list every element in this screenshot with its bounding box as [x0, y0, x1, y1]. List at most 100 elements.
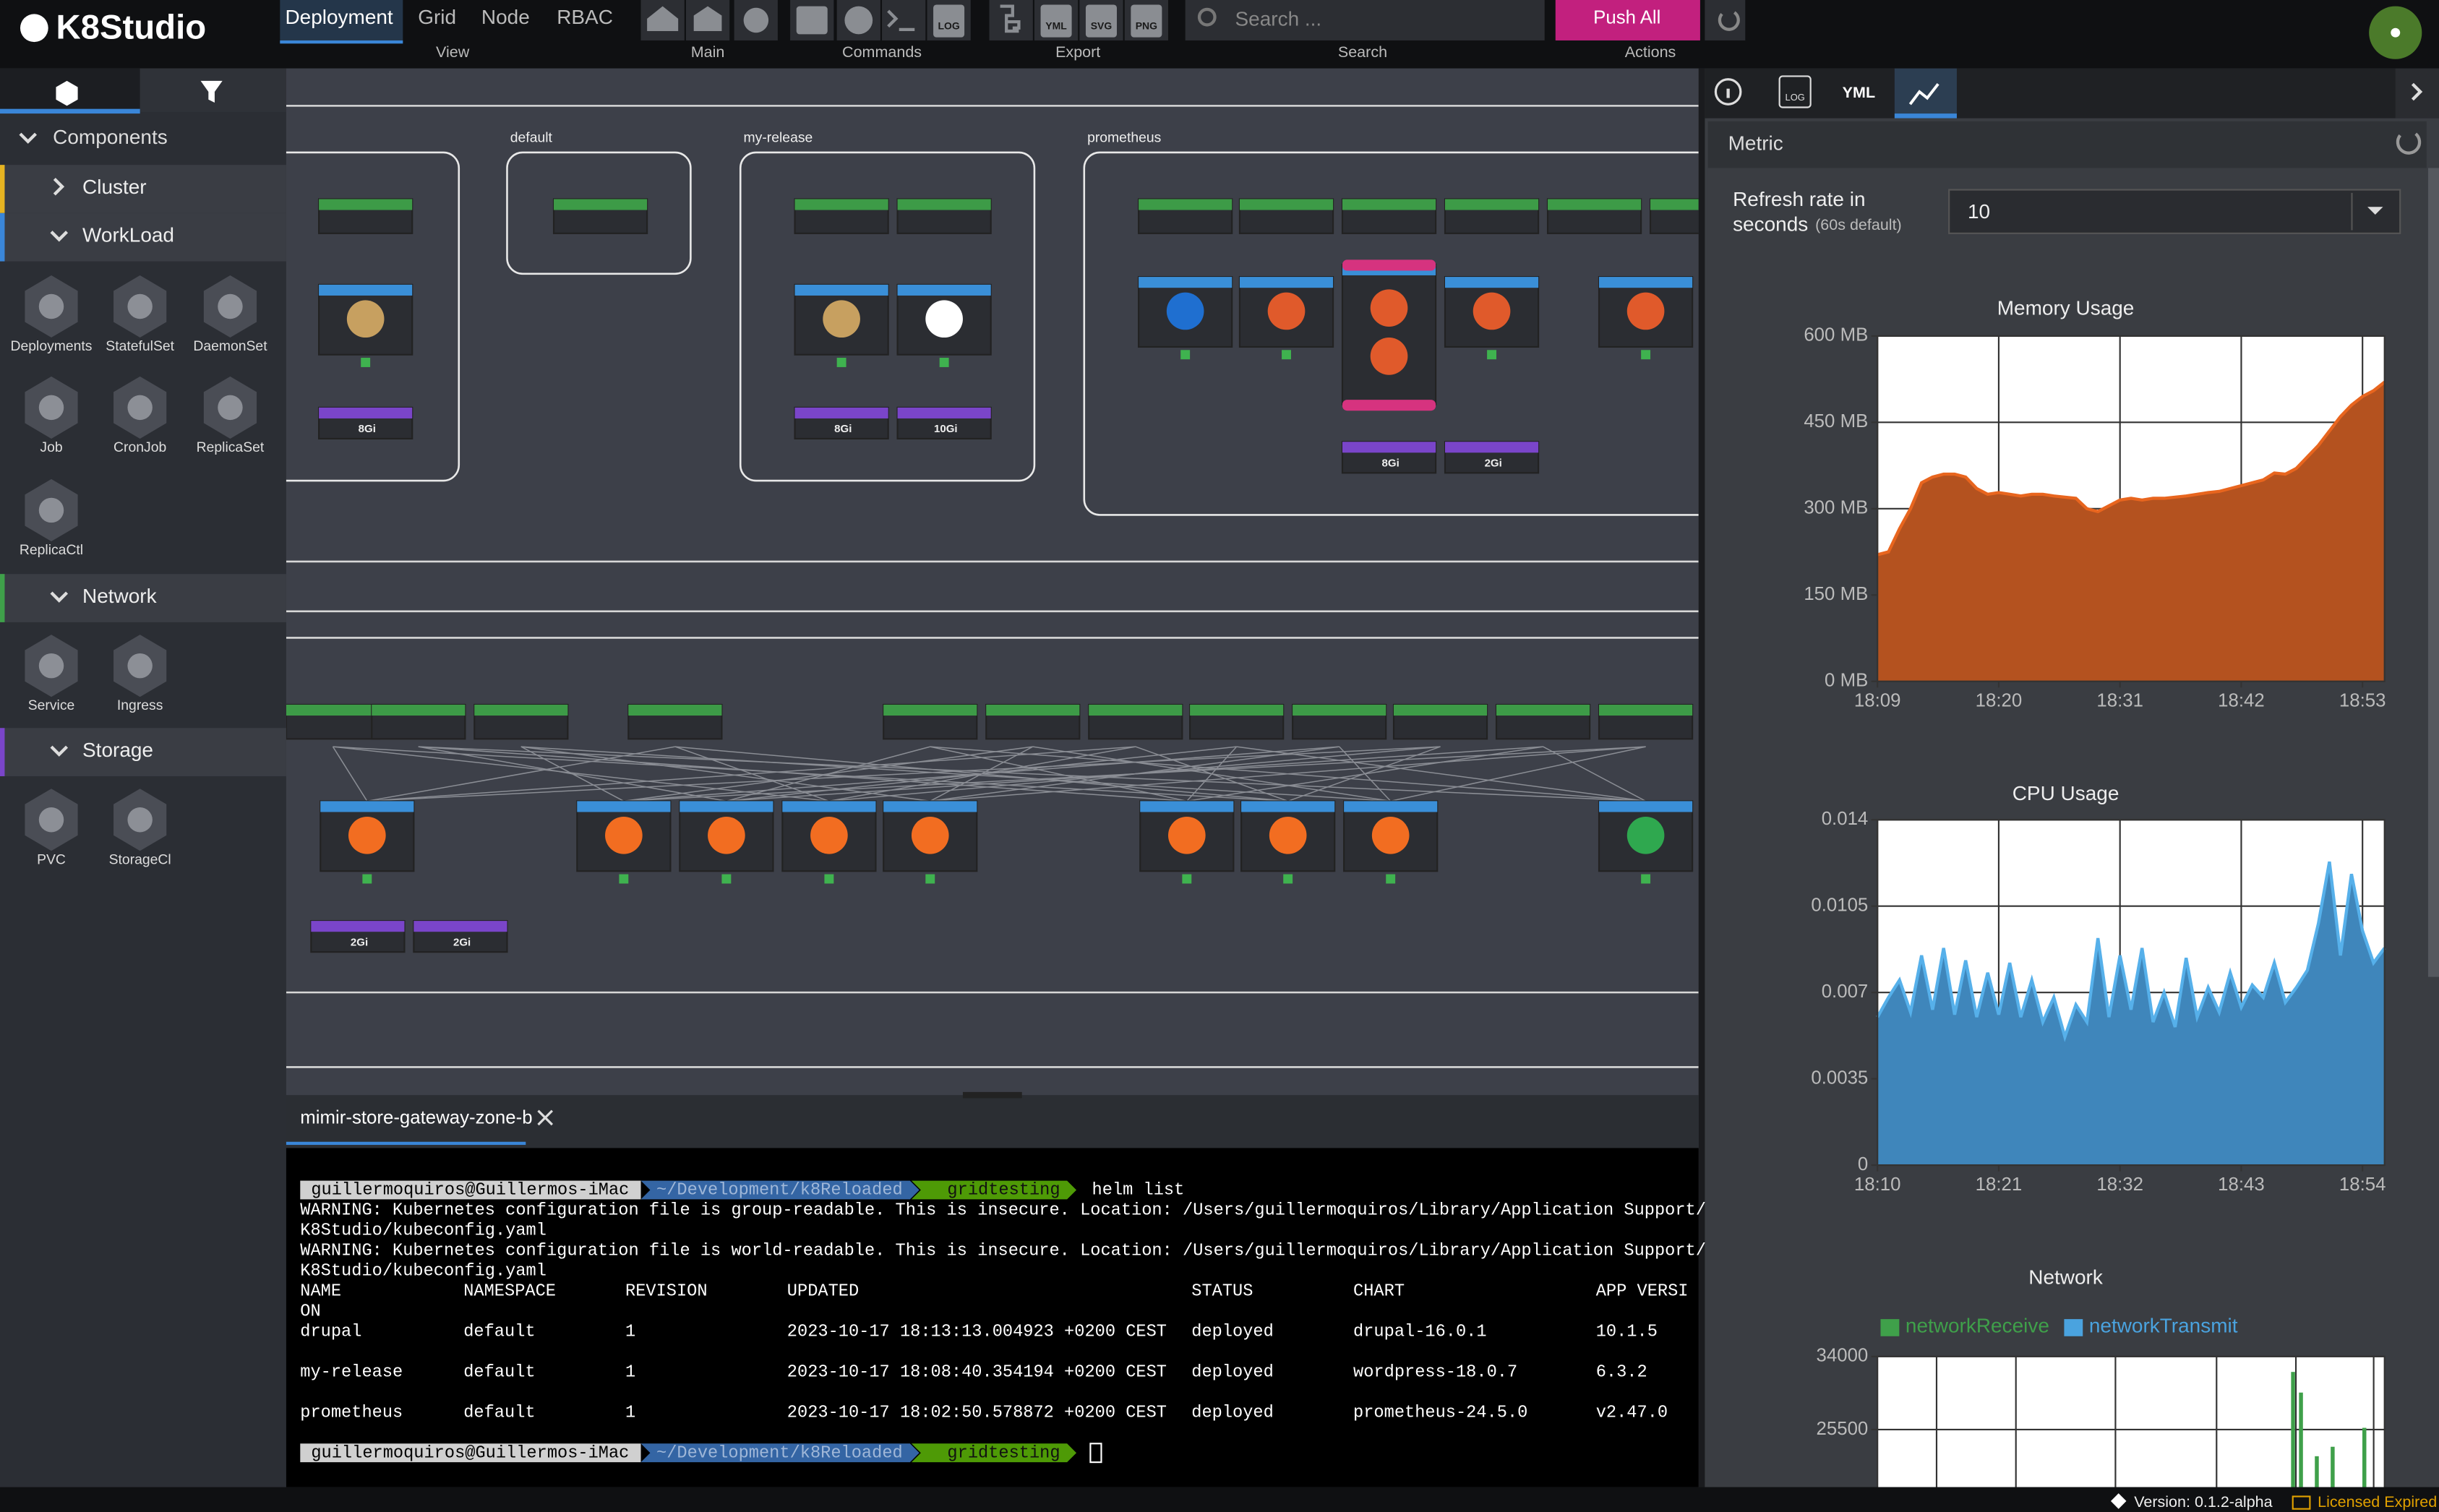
y-tick-label: 0.014	[1822, 809, 1869, 829]
pod-icon	[911, 816, 949, 854]
pod-status	[721, 874, 732, 884]
chevron	[50, 745, 69, 757]
license: Licensed Expired	[2318, 1493, 2437, 1511]
table-cell: drupal	[300, 1323, 361, 1342]
diagram-canvas	[286, 68, 1699, 1096]
x-tick-label: 18:21	[1976, 1174, 2023, 1195]
view-tab[interactable]: Node	[481, 6, 530, 28]
terminal-tabbar	[286, 1095, 1699, 1148]
column-header: NAMESPACE	[463, 1282, 556, 1302]
x-tick-label: 18:42	[2218, 690, 2265, 710]
prompt-path: ~/Development/k8Reloaded	[656, 1181, 903, 1200]
resize-handle[interactable]	[962, 1091, 1022, 1099]
component-glyph	[127, 395, 153, 421]
node-card[interactable]	[1139, 800, 1235, 872]
push-label: Push All	[1593, 8, 1660, 28]
view-tab[interactable]: Grid	[418, 6, 456, 28]
view-tab[interactable]: RBAC	[557, 6, 613, 28]
y-tick-label: 0.007	[1822, 981, 1869, 1002]
pod-icon	[1626, 292, 1665, 330]
pod-icon	[346, 300, 385, 338]
view-tab[interactable]: Deployment	[285, 6, 393, 28]
prompt-branch: gridtesting	[947, 1443, 1060, 1463]
plot-border	[1877, 1355, 2386, 1487]
component-label: StorageCl	[109, 851, 171, 867]
tab-active[interactable]	[280, 0, 403, 44]
push-button[interactable]	[1555, 0, 1700, 40]
column-header: APP VERSI	[1596, 1282, 1689, 1302]
yml-tab[interactable]: YML	[1843, 84, 1875, 101]
link	[332, 746, 368, 802]
scrollbar[interactable]	[2427, 168, 2439, 977]
node-header	[311, 921, 405, 932]
info-icon[interactable]	[1714, 78, 1742, 106]
component-label: Ingress	[117, 697, 163, 713]
terminal	[286, 1148, 1699, 1487]
node-header	[372, 704, 466, 716]
namespace-label: default	[510, 130, 553, 146]
metric-tab[interactable]	[1894, 68, 1957, 119]
pod-status	[619, 874, 629, 884]
search-box[interactable]	[1185, 0, 1545, 40]
legend-swatch	[2064, 1319, 2083, 1336]
node-header	[1342, 199, 1436, 210]
namespace-box	[739, 151, 1036, 482]
chart-title: Memory Usage	[1997, 297, 2135, 319]
group-label: View	[436, 43, 470, 61]
node-header	[320, 801, 414, 812]
node-header	[897, 199, 991, 210]
filter-icon	[200, 80, 223, 103]
diagram: default my-release prometheus 8Gi 8Gi 10Gi 8Gi…	[286, 105, 1699, 1068]
tool-icon	[796, 6, 828, 35]
x-tick-label: 18:53	[2339, 690, 2386, 710]
tool-button[interactable]	[882, 0, 926, 40]
pod-icon	[1267, 292, 1306, 330]
pod-icon	[1473, 292, 1511, 330]
section-row[interactable]	[0, 212, 286, 262]
column-header: REVISION	[625, 1282, 708, 1302]
pod-icon	[605, 816, 643, 854]
pod-status	[1386, 874, 1396, 884]
node-header	[680, 801, 773, 812]
section-label: Network	[82, 585, 158, 607]
node-card[interactable]	[1341, 263, 1437, 405]
node-header	[1241, 801, 1335, 812]
refresh-note: (60s default)	[1815, 216, 1902, 233]
node-header	[794, 407, 888, 418]
volume-size: 8Gi	[834, 423, 852, 435]
link	[623, 746, 1339, 802]
section-marker	[0, 165, 5, 213]
refresh-select[interactable]	[1948, 189, 2401, 234]
section-row[interactable]	[0, 165, 286, 213]
reset-icon[interactable]	[2396, 132, 2422, 155]
pod-status	[1283, 874, 1293, 884]
component-label: StatefulSet	[106, 338, 174, 354]
section-row[interactable]	[0, 574, 286, 622]
bar	[2362, 1427, 2367, 1487]
terminal-line: WARNING: Kubernetes configuration file i…	[300, 1201, 1706, 1221]
section-row[interactable]	[0, 728, 286, 776]
search-placeholder: Search ...	[1235, 7, 1322, 30]
component-glyph	[38, 497, 64, 523]
terminal-tab-underline	[286, 1141, 526, 1146]
table-cell: v2.47.0	[1596, 1404, 1668, 1423]
undo-icon	[1718, 11, 1740, 31]
log-tab[interactable]	[1778, 75, 1812, 108]
namespace-box	[286, 151, 460, 482]
pod-icon	[1167, 816, 1206, 854]
link	[930, 746, 1646, 802]
node-header	[782, 801, 876, 812]
terminal-tab[interactable]: mimir-store-gateway-zone-b	[300, 1107, 532, 1127]
node-header	[1496, 704, 1590, 716]
node-header	[1342, 442, 1436, 453]
prompt-path-bg	[640, 1443, 920, 1463]
node-header	[883, 801, 977, 812]
pod-status	[824, 874, 834, 884]
metric-tab-underline	[1894, 113, 1957, 119]
close-tab[interactable]	[537, 1109, 554, 1126]
tool-icon	[743, 7, 769, 33]
panel-header	[1707, 121, 2427, 168]
logo: K8Studio	[56, 8, 206, 46]
component-glyph	[218, 395, 243, 421]
splitter[interactable]	[1698, 68, 1705, 1487]
